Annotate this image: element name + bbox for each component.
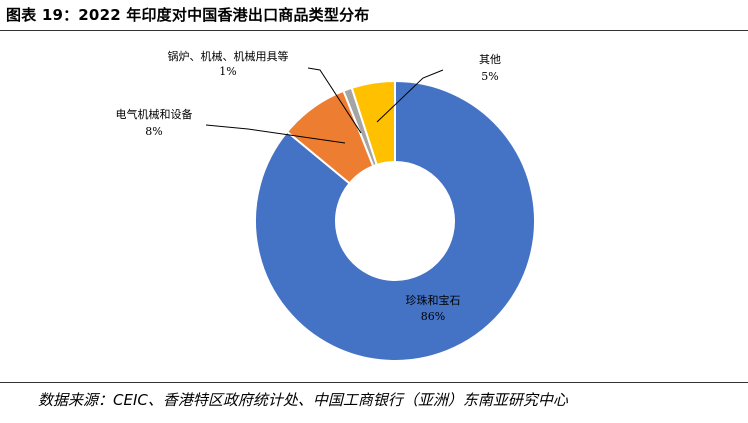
slice-value-label: 86% bbox=[421, 310, 445, 323]
slice-name-label: 珍珠和宝石 bbox=[406, 293, 461, 307]
slice-name-label: 锅炉、机械、机械用具等 bbox=[168, 49, 289, 63]
slice-0 bbox=[254, 79, 536, 362]
donut-chart: 珍珠和宝石 86% 电气机械和设备 8% 锅炉、机械、机械用具等 1% 其他 5% bbox=[116, 49, 536, 362]
figure-title: 图表 19：2022 年印度对中国香港出口商品类型分布 bbox=[6, 6, 370, 24]
donut-slices bbox=[254, 79, 536, 362]
leader-line-1 bbox=[205, 124, 346, 144]
top-rule bbox=[0, 30, 748, 31]
source-note: 数据来源：CEIC、香港特区政府统计处、中国工商银行（亚洲）东南亚研究中心 bbox=[38, 391, 568, 409]
slice-value-label: 5% bbox=[481, 70, 498, 83]
leader-line-2 bbox=[307, 67, 362, 134]
slice-name-label: 电气机械和设备 bbox=[116, 107, 193, 121]
leader-lines bbox=[205, 67, 444, 144]
slice-value-label: 1% bbox=[219, 65, 236, 78]
bottom-rule bbox=[0, 382, 748, 383]
slice-value-label: 8% bbox=[145, 125, 162, 138]
slice-3 bbox=[350, 79, 396, 167]
slice-labels: 珍珠和宝石 86% 电气机械和设备 8% 锅炉、机械、机械用具等 1% 其他 5% bbox=[116, 49, 502, 323]
slice-name-label: 其他 bbox=[479, 53, 501, 66]
leader-line-3 bbox=[376, 69, 444, 123]
